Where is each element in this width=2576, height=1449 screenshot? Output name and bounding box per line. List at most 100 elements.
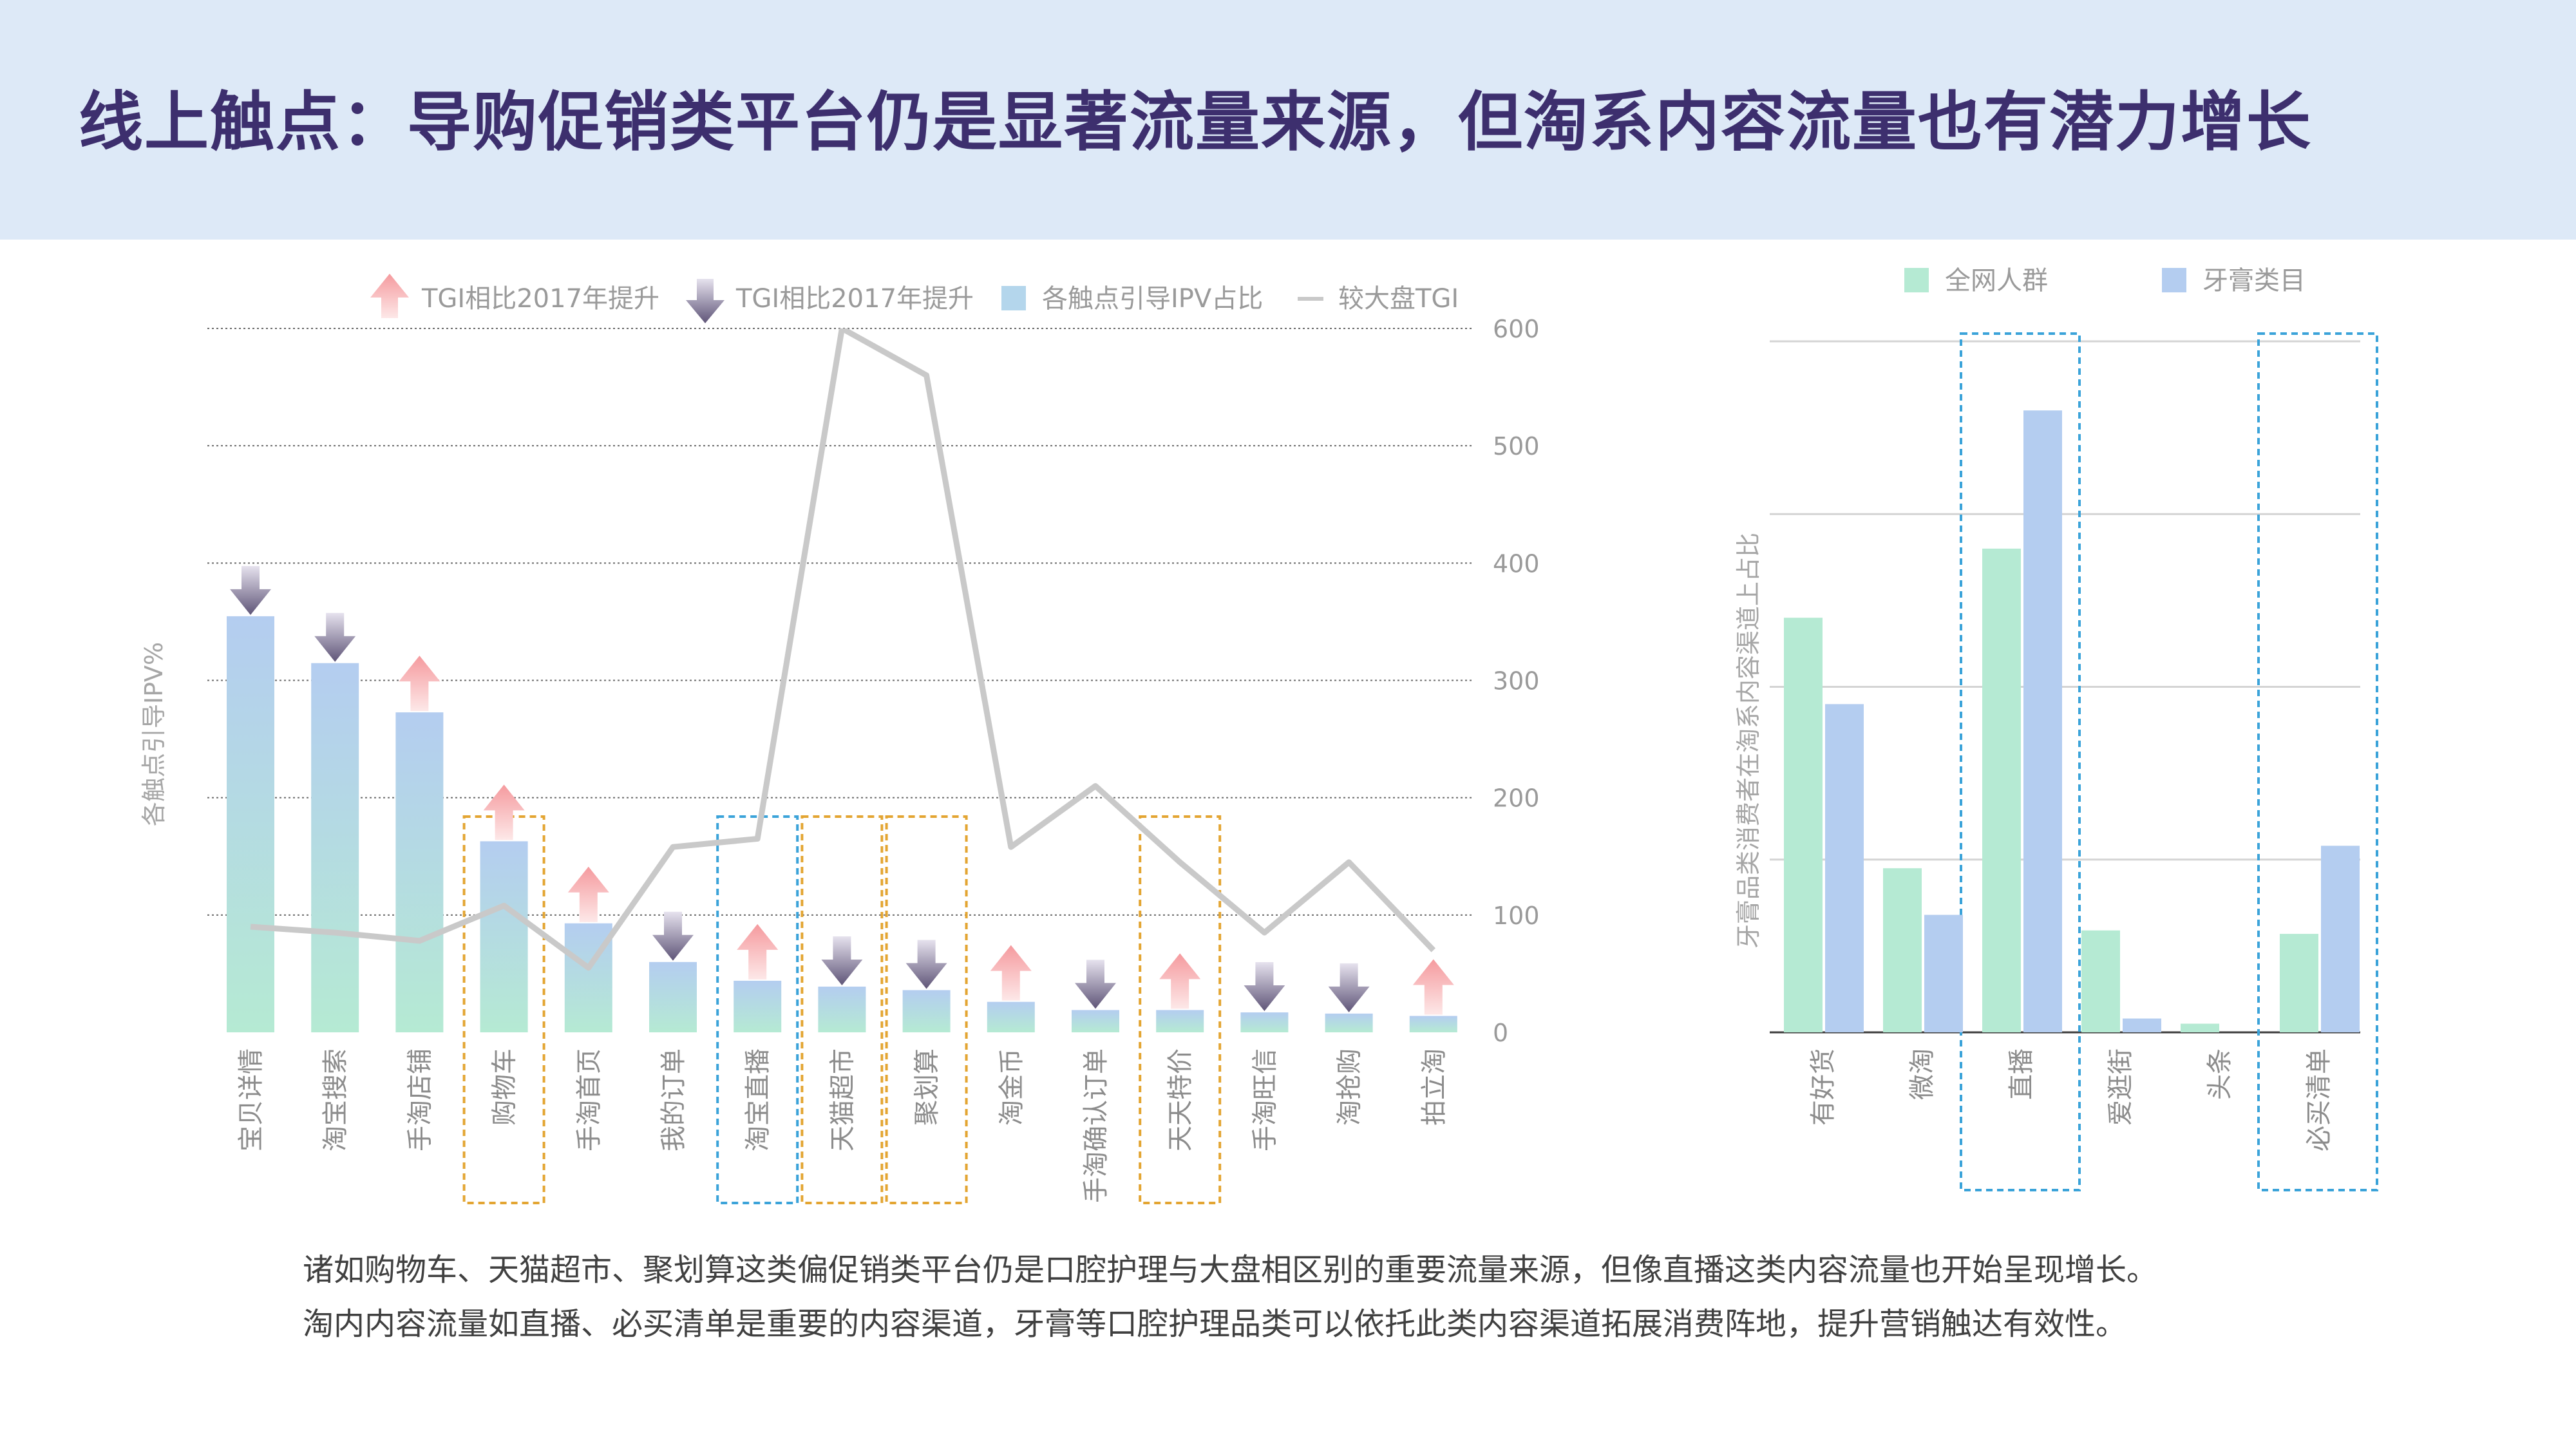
summary-line-2: 淘内内容流量如直播、必买清单是重要的内容渠道，牙膏等口腔护理品类可以依托此类内容…: [303, 1306, 2127, 1342]
category-label: 宝贝详情: [236, 1048, 266, 1151]
bar: [649, 961, 697, 1032]
bar: [1409, 1016, 1457, 1032]
right-chart-bars: [1784, 410, 2360, 1032]
left-chart-legend: TGI相比2017年提升 TGI相比2017年提升 各触点引导IPV占比 较大盘…: [370, 274, 1459, 323]
category-label: 淘宝搜索: [321, 1048, 350, 1151]
legend-bar-label: 各触点引导IPV占比: [1042, 284, 1263, 314]
bar: [1240, 1012, 1289, 1032]
down-arrow-icon: [230, 565, 271, 615]
down-arrow-icon: [1075, 960, 1116, 1009]
down-arrow-icon: [1244, 962, 1285, 1012]
bar: [987, 1001, 1035, 1032]
highlight-box: [885, 815, 968, 1204]
y2-tick-label: 100: [1493, 902, 1540, 930]
bar-series-2: [2321, 846, 2360, 1032]
y2-tick-label: 0: [1493, 1019, 1508, 1047]
left-chart-ylabel: 各触点引导IPV%: [140, 642, 168, 826]
highlight-box: [716, 815, 799, 1204]
up-arrow-icon: [567, 866, 609, 922]
up-arrow-icon: [1412, 959, 1454, 1015]
category-label: 头条: [2205, 1048, 2235, 1100]
bar: [480, 841, 528, 1032]
up-arrow-icon: [399, 656, 440, 712]
right-chart-category-labels: 有好货 微淘 直播 爱逛街 头条 必买清单: [1808, 1048, 2334, 1151]
left-chart-category-labels: 宝贝详情 淘宝搜索 手淘店铺 购物车 手淘首页 我的订单 淘宝直播 天猫超市 聚划算 淘金币 手淘确…: [236, 1048, 1449, 1203]
category-label: 天天特价: [1166, 1048, 1195, 1151]
bar-series-1: [2280, 934, 2318, 1032]
bar-series-2: [1825, 704, 1864, 1032]
left-chart-bars: [227, 616, 1457, 1032]
bar-series-2: [2123, 1018, 2161, 1032]
left-chart-y2-ticks: 600 500 400 300 200 100 0: [1493, 315, 1540, 1047]
highlight-box: [462, 815, 545, 1204]
bar: [227, 616, 274, 1032]
category-label: 爱逛街: [2106, 1048, 2136, 1126]
category-label: 淘金币: [997, 1048, 1027, 1126]
legend-green-swatch: [1904, 268, 1929, 292]
bar-series-2: [2023, 410, 2062, 1032]
y2-tick-label: 400: [1493, 549, 1540, 578]
legend-down-arrow-icon: [686, 279, 724, 323]
bar-series-1: [1883, 868, 1922, 1032]
highlight-box: [2257, 332, 2378, 1191]
bar: [311, 663, 359, 1032]
down-arrow-icon: [1328, 963, 1370, 1012]
category-label: 手淘店铺: [405, 1048, 435, 1151]
category-label: 聚划算: [913, 1048, 942, 1126]
page-title: 线上触点：导购促销类平台仍是显著流量来源，但淘系内容流量也有潜力增长: [79, 84, 2312, 160]
y2-tick-label: 200: [1493, 784, 1540, 813]
right-chart-ylabel: 牙膏品类消费者在淘系内容渠道上占比: [1734, 533, 1763, 949]
category-label: 我的订单: [659, 1048, 688, 1151]
tgi-line: [250, 328, 1436, 971]
right-chart-gridlines: [1770, 340, 2360, 1034]
category-label: 手淘旺信: [1250, 1048, 1280, 1151]
category-label: 手淘确认订单: [1081, 1048, 1111, 1203]
category-label: 微淘: [1908, 1048, 1937, 1100]
summary-line-1: 诸如购物车、天猫超市、聚划算这类偏促销类平台仍是口腔护理与大盘相区别的重要流量来…: [303, 1252, 2158, 1288]
right-chart-highlight-boxes: [1960, 332, 2378, 1191]
down-arrow-icon: [821, 936, 863, 986]
y2-tick-label: 600: [1493, 315, 1540, 343]
up-arrow-icon: [483, 784, 525, 840]
y2-tick-label: 300: [1493, 667, 1540, 696]
bar: [1072, 1010, 1119, 1032]
bar-series-1: [1982, 548, 2021, 1032]
bar: [1325, 1013, 1373, 1032]
highlight-box: [1960, 332, 2081, 1191]
category-label: 购物车: [490, 1048, 520, 1126]
down-arrow-icon: [314, 612, 356, 662]
right-chart-legend: 全网人群 牙膏类目: [1904, 266, 2306, 296]
up-arrow-icon: [990, 945, 1032, 1001]
down-arrow-icon: [905, 940, 947, 989]
category-label: 手淘首页: [574, 1048, 604, 1151]
legend-up-arrow-icon: [370, 274, 409, 318]
header-banner: 线上触点：导购促销类平台仍是显著流量来源，但淘系内容流量也有潜力增长: [0, 0, 2576, 240]
bar: [902, 990, 951, 1032]
highlight-box: [1139, 815, 1222, 1204]
left-chart-trend-arrows: [230, 565, 1454, 1015]
bar: [734, 980, 782, 1032]
down-arrow-icon: [652, 911, 694, 961]
up-arrow-icon: [1159, 953, 1201, 1009]
legend-bar-swatch: [1001, 286, 1026, 310]
bar: [395, 712, 444, 1032]
summary-text: 诸如购物车、天猫超市、聚划算这类偏促销类平台仍是口腔护理与大盘相区别的重要流量来…: [303, 1243, 2157, 1351]
category-label: 淘抢购: [1335, 1048, 1365, 1126]
up-arrow-icon: [737, 923, 779, 980]
legend-series-1-label: 全网人群: [1945, 266, 2048, 296]
category-label: 拍立淘: [1419, 1048, 1449, 1126]
bar-series-1: [2181, 1023, 2219, 1032]
y2-tick-label: 500: [1493, 432, 1540, 460]
bar: [1156, 1010, 1204, 1032]
left-chart-tgi-line: [250, 328, 1436, 971]
bar-series-2: [1924, 914, 1963, 1032]
bar-series-1: [1784, 618, 1823, 1032]
category-label: 必买清单: [2304, 1048, 2334, 1151]
legend-series-2-label: 牙膏类目: [2202, 266, 2306, 296]
left-chart-highlight-boxes: [462, 815, 1222, 1204]
category-label: 有好货: [1808, 1048, 1838, 1126]
legend-up-label: TGI相比2017年提升: [421, 284, 659, 314]
highlight-box: [800, 815, 884, 1204]
category-label: 淘宝直播: [743, 1048, 773, 1151]
